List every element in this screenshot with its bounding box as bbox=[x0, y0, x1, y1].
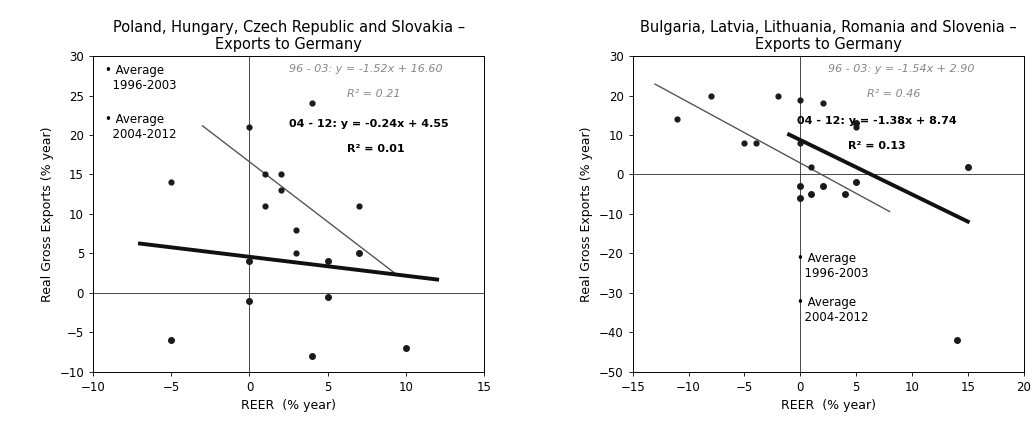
Point bbox=[792, 183, 809, 190]
Text: • Average
  2004-2012: • Average 2004-2012 bbox=[104, 113, 176, 141]
Point bbox=[736, 140, 753, 146]
Point bbox=[948, 337, 965, 343]
Point bbox=[163, 179, 180, 186]
Point bbox=[837, 191, 853, 197]
Point bbox=[792, 194, 809, 201]
Point bbox=[803, 163, 820, 170]
Point bbox=[769, 92, 786, 99]
X-axis label: REER  (% year): REER (% year) bbox=[241, 399, 336, 412]
Text: R² = 0.01: R² = 0.01 bbox=[347, 144, 405, 155]
Point bbox=[815, 100, 831, 107]
Title: Bulgaria, Latvia, Lithuania, Romania and Slovenia –
Exports to Germany: Bulgaria, Latvia, Lithuania, Romania and… bbox=[640, 20, 1016, 52]
Point bbox=[273, 171, 290, 178]
Text: R² = 0.46: R² = 0.46 bbox=[868, 89, 920, 99]
Title: Poland, Hungary, Czech Republic and Slovakia –
Exports to Germany: Poland, Hungary, Czech Republic and Slov… bbox=[113, 20, 464, 52]
Text: • Average
  1996-2003: • Average 1996-2003 bbox=[104, 64, 176, 92]
Text: • Average
  2004-2012: • Average 2004-2012 bbox=[797, 296, 869, 324]
Point bbox=[241, 124, 257, 130]
Point bbox=[848, 120, 864, 127]
Point bbox=[351, 203, 367, 210]
Point bbox=[288, 226, 305, 233]
Point bbox=[163, 337, 180, 343]
Point bbox=[304, 353, 321, 359]
Point bbox=[320, 257, 336, 264]
Point bbox=[320, 293, 336, 300]
Point bbox=[241, 257, 257, 264]
Point bbox=[848, 124, 864, 130]
Point bbox=[256, 203, 273, 210]
Text: • Average
  1996-2003: • Average 1996-2003 bbox=[797, 252, 869, 280]
Point bbox=[398, 344, 415, 351]
Point bbox=[241, 297, 257, 304]
Point bbox=[702, 92, 719, 99]
Text: 96 - 03: y = -1.54x + 2.90: 96 - 03: y = -1.54x + 2.90 bbox=[828, 64, 975, 74]
Text: R² = 0.21: R² = 0.21 bbox=[347, 89, 401, 99]
Point bbox=[273, 187, 290, 194]
Text: 04 - 12: y = -0.24x + 4.55: 04 - 12: y = -0.24x + 4.55 bbox=[288, 119, 448, 129]
Point bbox=[669, 116, 686, 123]
Text: 04 - 12: y = -1.38x + 8.74: 04 - 12: y = -1.38x + 8.74 bbox=[797, 116, 956, 126]
Y-axis label: Real Gross Exports (% year): Real Gross Exports (% year) bbox=[580, 126, 594, 302]
Point bbox=[803, 191, 820, 197]
Point bbox=[792, 140, 809, 146]
Point bbox=[815, 183, 831, 190]
X-axis label: REER  (% year): REER (% year) bbox=[781, 399, 876, 412]
Point bbox=[351, 250, 367, 257]
Text: 96 - 03: y = -1.52x + 16.60: 96 - 03: y = -1.52x + 16.60 bbox=[288, 64, 443, 74]
Point bbox=[848, 179, 864, 186]
Point bbox=[256, 171, 273, 178]
Point bbox=[304, 100, 321, 107]
Y-axis label: Real Gross Exports (% year): Real Gross Exports (% year) bbox=[40, 126, 54, 302]
Point bbox=[748, 140, 764, 146]
Text: R² = 0.13: R² = 0.13 bbox=[848, 141, 906, 151]
Point bbox=[288, 250, 305, 257]
Point bbox=[792, 96, 809, 103]
Point bbox=[960, 163, 976, 170]
